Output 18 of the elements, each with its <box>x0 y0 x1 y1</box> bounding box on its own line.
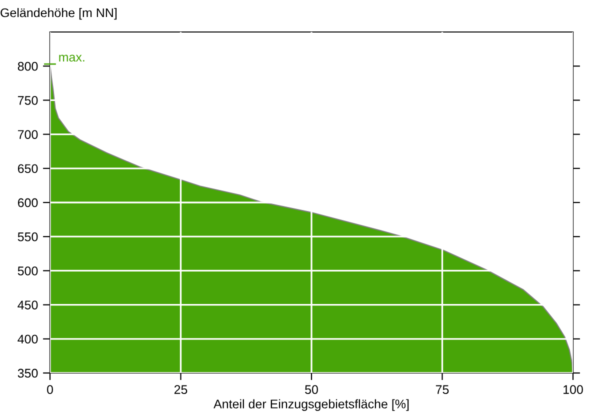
y-tick-label: 400 <box>18 334 38 344</box>
x-tick-label: 75 <box>436 385 449 394</box>
y-tick-label: 350 <box>18 368 38 378</box>
y-tick-label: 700 <box>18 130 38 139</box>
y-tick-label: 650 <box>18 164 38 174</box>
y-tick-label: 550 <box>18 232 38 242</box>
x-axis-title: Anteil der Einzugsgebietsfläche [%] <box>214 399 409 411</box>
y-tick-label: 750 <box>18 96 38 105</box>
x-tick-label: 25 <box>174 385 188 394</box>
x-tick-label: 50 <box>305 385 318 394</box>
y-tick-label: 450 <box>18 300 38 310</box>
y-tick-label: 800 <box>18 62 38 71</box>
y-axis-title: Geländehöhe [m NN] <box>0 8 117 20</box>
x-tick-label: 0 <box>47 385 53 394</box>
y-tick-label: 500 <box>18 266 38 276</box>
annotation: max. <box>59 54 84 62</box>
x-tick-label: 100 <box>564 385 583 394</box>
y-tick-label: 600 <box>18 198 38 208</box>
